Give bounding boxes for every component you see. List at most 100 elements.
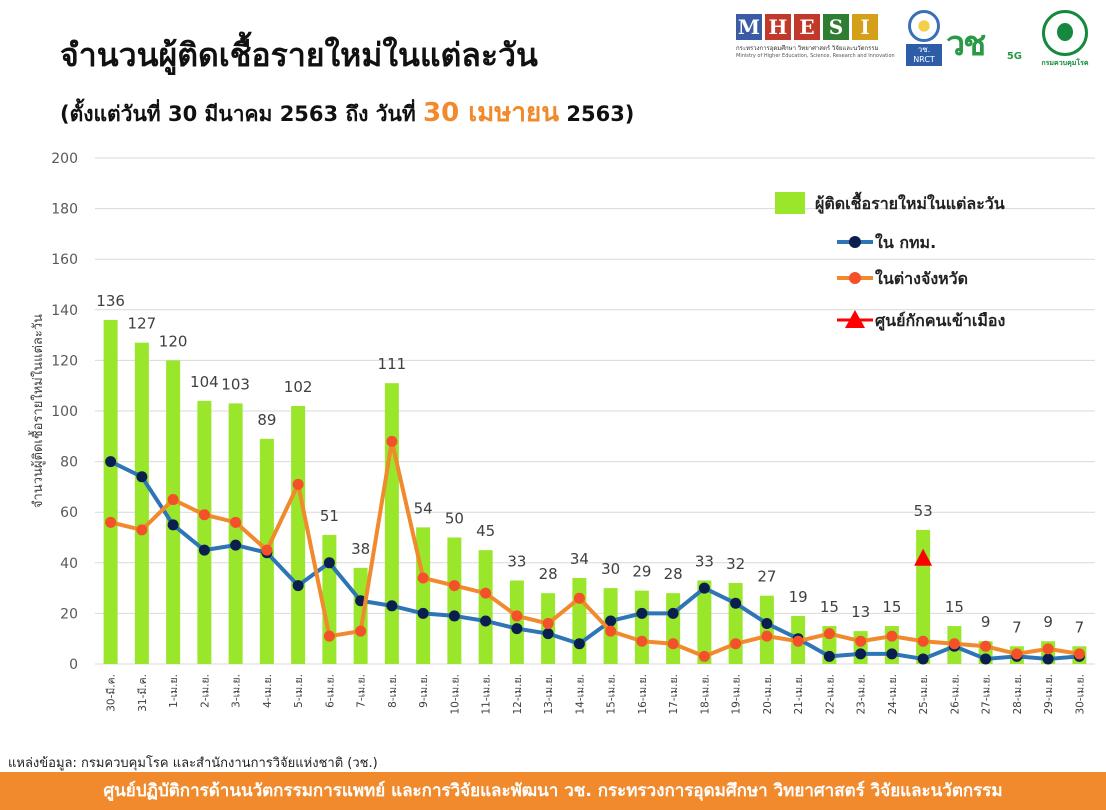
bar-value-label: 30: [601, 560, 620, 578]
bar-value-label: 32: [726, 555, 745, 573]
5g-logo-main: วช: [946, 24, 986, 64]
bangkok-series-point: [823, 650, 835, 662]
x-tick-label: 28-เม.ย.: [1012, 674, 1024, 715]
y-tick-label: 200: [51, 151, 78, 167]
bangkok-series-point: [448, 610, 460, 622]
daily-cases-chart: 0 20 40 60 80 100 120 140 160 180 200 จำนวนผู้ติดเช…: [28, 151, 1095, 715]
bar-value-label: 38: [351, 540, 370, 558]
x-tick-label: 9-เม.ย.: [418, 674, 430, 708]
bangkok-series-point: [105, 456, 117, 468]
provinces-series-point: [105, 516, 117, 528]
x-tick-label: 15-เม.ย.: [606, 674, 618, 715]
y-axis-label: จำนวนผู้ติดเชื้อรายใหม่ในแต่ละวัน: [28, 314, 46, 508]
bangkok-series-point: [323, 557, 335, 569]
bar-value-label: 103: [221, 375, 250, 393]
nrct-thai: วช.: [917, 45, 931, 54]
subtitle-prefix: (ตั้งแต่วันที่ 30 มีนาคม 2563 ถึง วันที่: [60, 102, 416, 126]
bar-value-label: 53: [914, 502, 933, 520]
x-tick-label: 2-เม.ย.: [199, 674, 211, 708]
5g-logo: วช 5G: [946, 16, 1024, 68]
x-tick-label: 4-เม.ย.: [262, 674, 274, 708]
footer-bar: ศูนย์ปฏิบัติการด้านนวัตกรรมการแพทย์ และก…: [0, 772, 1106, 810]
bangkok-series-point: [636, 607, 648, 619]
x-tick-label: 19-เม.ย.: [731, 674, 743, 715]
bar-value-label: 50: [445, 510, 464, 528]
provinces-series-point: [261, 544, 273, 556]
x-tick-label: 10-เม.ย.: [449, 674, 461, 715]
bar-value-label: 9: [981, 613, 991, 631]
bangkok-series-point: [980, 653, 992, 665]
provinces-series-point: [980, 640, 992, 652]
bangkok-series-point: [667, 607, 679, 619]
bar: [666, 593, 681, 664]
bar-value-label: 28: [539, 565, 558, 583]
bangkok-series-point: [573, 638, 585, 650]
legend-detention-marker: [845, 310, 865, 328]
y-tick-label: 20: [60, 606, 78, 622]
mhesi-letter: M: [736, 14, 762, 40]
bar-value-label: 15: [945, 598, 964, 616]
provinces-series-point: [480, 587, 492, 599]
y-tick-label: 0: [69, 657, 78, 673]
bangkok-series-line: [109, 459, 1080, 661]
provinces-series-point: [1011, 648, 1023, 660]
x-tick-label: 14-เม.ย.: [574, 674, 586, 715]
x-tick-label: 13-เม.ย.: [543, 674, 555, 715]
bar: [197, 400, 212, 664]
legend-bangkok-label: ใน กทม.: [875, 233, 936, 252]
detention-center-point: [914, 548, 933, 566]
bangkok-series-point: [198, 544, 210, 556]
ddc-logo: กรมควบคุมโรค: [1034, 10, 1096, 72]
provinces-series-point: [198, 509, 210, 521]
bar-value-label: 7: [1075, 618, 1085, 636]
provinces-series-point: [355, 625, 367, 637]
chart-subtitle: (ตั้งแต่วันที่ 30 มีนาคม 2563 ถึง วันที่…: [60, 92, 634, 133]
bar: [572, 577, 587, 664]
provinces-series-point: [511, 610, 523, 622]
subtitle-highlight: 30 เมษายน: [423, 98, 560, 128]
bar: [478, 550, 493, 664]
bar-value-label: 45: [476, 522, 495, 540]
provinces-series-point: [792, 635, 804, 647]
provinces-series-point: [386, 435, 398, 447]
bar-value-label: 136: [96, 292, 125, 310]
provinces-series-point: [1073, 648, 1085, 660]
bar-value-label: 15: [882, 598, 901, 616]
y-tick-label: 120: [51, 353, 78, 369]
x-tick-label: 30-เม.ย.: [1074, 674, 1086, 715]
bangkok-series-point: [855, 648, 867, 660]
provinces-series-point: [667, 638, 679, 650]
bar: [322, 534, 337, 664]
bar-value-label: 33: [695, 553, 714, 571]
bangkok-series-point: [230, 539, 242, 551]
x-tick-label: 7-เม.ย.: [356, 674, 368, 708]
provinces-series-point: [886, 630, 898, 642]
bangkok-series-point: [698, 582, 710, 594]
provinces-series-point: [605, 625, 617, 637]
bar-value-label: 102: [284, 378, 313, 396]
bar-value-label: 15: [820, 598, 839, 616]
legend-detention-label: ศูนย์กักคนเข้าเมือง: [875, 311, 1005, 332]
bar-value-label: 51: [320, 507, 339, 525]
bar: [447, 537, 462, 664]
provinces-series-point: [417, 572, 429, 584]
provinces-series-point: [136, 524, 148, 536]
provinces-series-point: [761, 630, 773, 642]
bangkok-series-point: [480, 615, 492, 627]
bangkok-series-point: [542, 628, 554, 640]
x-tick-label: 20-เม.ย.: [762, 674, 774, 715]
ddc-label: กรมควบคุมโรค: [1041, 59, 1089, 67]
bar-value-label: 9: [1043, 613, 1053, 631]
x-tick-label: 12-เม.ย.: [512, 674, 524, 715]
bar-value-label: 54: [414, 499, 433, 517]
bar-value-label: 27: [757, 568, 776, 586]
provinces-series-point: [448, 580, 460, 592]
bangkok-series-point: [886, 648, 898, 660]
mhesi-line2: Ministry of Higher Education, Science, R…: [736, 53, 895, 59]
x-tick-label: 6-เม.ย.: [324, 674, 336, 708]
ddc-emblem-icon: [1042, 10, 1088, 56]
nrct-english: NRCT: [913, 55, 935, 64]
bangkok-series-point: [292, 580, 304, 592]
